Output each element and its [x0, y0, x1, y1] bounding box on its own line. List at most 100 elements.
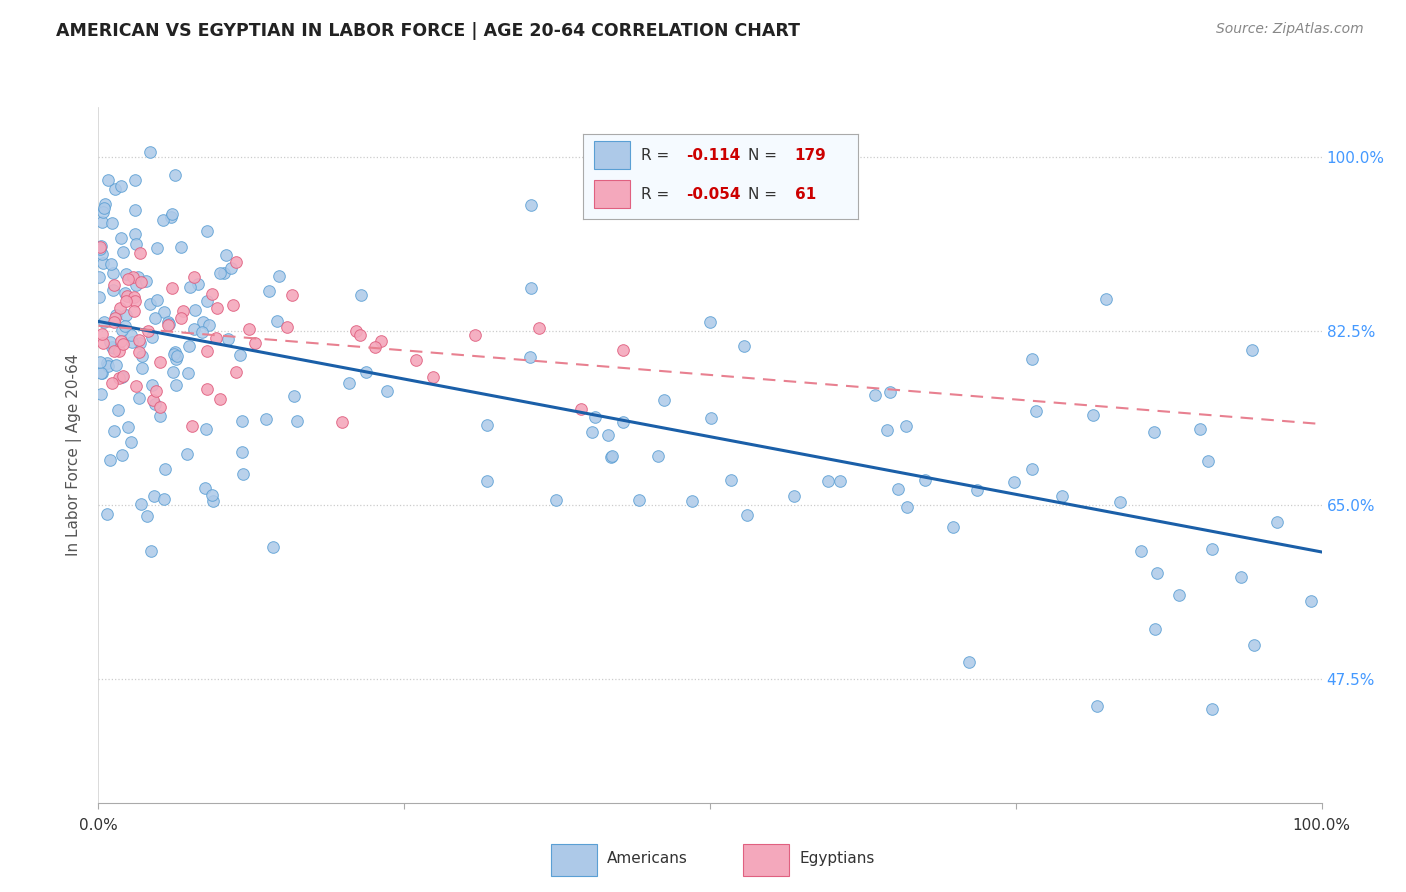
- Text: R =: R =: [641, 148, 669, 163]
- Point: [108, 301, 131, 315]
- Point: [124, 227, 146, 242]
- Point: [180, 419, 202, 434]
- Point: [89, 240, 111, 254]
- Point: [93, 197, 115, 211]
- Point: [628, 492, 651, 507]
- Point: [527, 321, 550, 335]
- Point: [208, 392, 231, 406]
- Point: [163, 168, 186, 182]
- Point: [201, 286, 224, 301]
- Point: [160, 207, 183, 221]
- Point: [1197, 454, 1219, 468]
- Point: [1025, 404, 1047, 418]
- Point: [163, 347, 186, 361]
- Point: [91, 255, 114, 269]
- Point: [894, 418, 917, 433]
- Point: [229, 348, 252, 362]
- Point: [101, 283, 124, 297]
- Point: [121, 334, 143, 349]
- Point: [422, 370, 444, 384]
- Point: [124, 294, 146, 309]
- Point: [193, 315, 215, 329]
- Point: [225, 255, 247, 269]
- Point: [179, 280, 201, 294]
- Point: [112, 245, 135, 260]
- Point: [519, 281, 541, 295]
- Point: [104, 358, 127, 372]
- Text: 61: 61: [794, 187, 815, 202]
- Point: [238, 322, 260, 336]
- FancyBboxPatch shape: [595, 142, 630, 169]
- Point: [583, 409, 606, 424]
- Point: [110, 334, 132, 349]
- Point: [183, 269, 205, 284]
- Point: [124, 278, 146, 293]
- Point: [243, 335, 266, 350]
- Point: [202, 493, 225, 508]
- Point: [194, 422, 217, 436]
- Point: [1241, 343, 1264, 357]
- Point: [879, 385, 901, 400]
- Point: [114, 285, 136, 300]
- Point: [212, 266, 235, 280]
- Point: [276, 320, 298, 334]
- Point: [90, 366, 112, 380]
- Point: [1243, 638, 1265, 652]
- Point: [162, 365, 184, 379]
- Point: [142, 392, 165, 407]
- Point: [205, 301, 228, 316]
- Point: [1021, 462, 1043, 476]
- Point: [101, 376, 124, 390]
- Point: [100, 340, 122, 354]
- Point: [141, 544, 163, 558]
- Text: 179: 179: [794, 148, 827, 163]
- Point: [103, 424, 125, 438]
- Point: [1109, 495, 1132, 509]
- Text: 100.0%: 100.0%: [1292, 818, 1351, 833]
- Point: [135, 274, 157, 288]
- Point: [231, 414, 253, 428]
- Point: [122, 269, 145, 284]
- Point: [125, 379, 148, 393]
- Point: [110, 230, 132, 244]
- Text: 0.0%: 0.0%: [79, 818, 118, 833]
- Text: -0.114: -0.114: [686, 148, 741, 163]
- Point: [170, 240, 193, 254]
- Point: [375, 384, 398, 399]
- Point: [169, 310, 191, 325]
- Point: [97, 359, 120, 373]
- Point: [225, 365, 247, 379]
- Point: [269, 268, 291, 283]
- Point: [720, 473, 742, 487]
- Point: [139, 297, 162, 311]
- Point: [647, 449, 669, 463]
- Point: [156, 318, 179, 332]
- Text: AMERICAN VS EGYPTIAN IN LABOR FORCE | AGE 20-64 CORRELATION CHART: AMERICAN VS EGYPTIAN IN LABOR FORCE | AG…: [56, 22, 800, 40]
- Point: [195, 224, 218, 238]
- Point: [129, 275, 152, 289]
- Point: [120, 435, 142, 450]
- Point: [111, 323, 134, 337]
- Point: [354, 365, 377, 379]
- Point: [370, 334, 392, 348]
- Point: [1201, 702, 1223, 716]
- Point: [90, 246, 112, 260]
- Point: [215, 248, 238, 262]
- Point: [914, 474, 936, 488]
- Point: [107, 371, 129, 385]
- Point: [103, 182, 125, 196]
- Point: [100, 257, 122, 271]
- Point: [120, 328, 142, 343]
- Point: [141, 330, 163, 344]
- Point: [136, 508, 159, 523]
- Point: [145, 384, 167, 398]
- Point: [344, 324, 367, 338]
- Point: [172, 303, 194, 318]
- Point: [160, 211, 183, 225]
- Point: [145, 293, 167, 307]
- Point: [598, 427, 620, 442]
- Point: [90, 386, 112, 401]
- Point: [337, 376, 360, 390]
- Point: [600, 450, 623, 464]
- Point: [111, 448, 134, 462]
